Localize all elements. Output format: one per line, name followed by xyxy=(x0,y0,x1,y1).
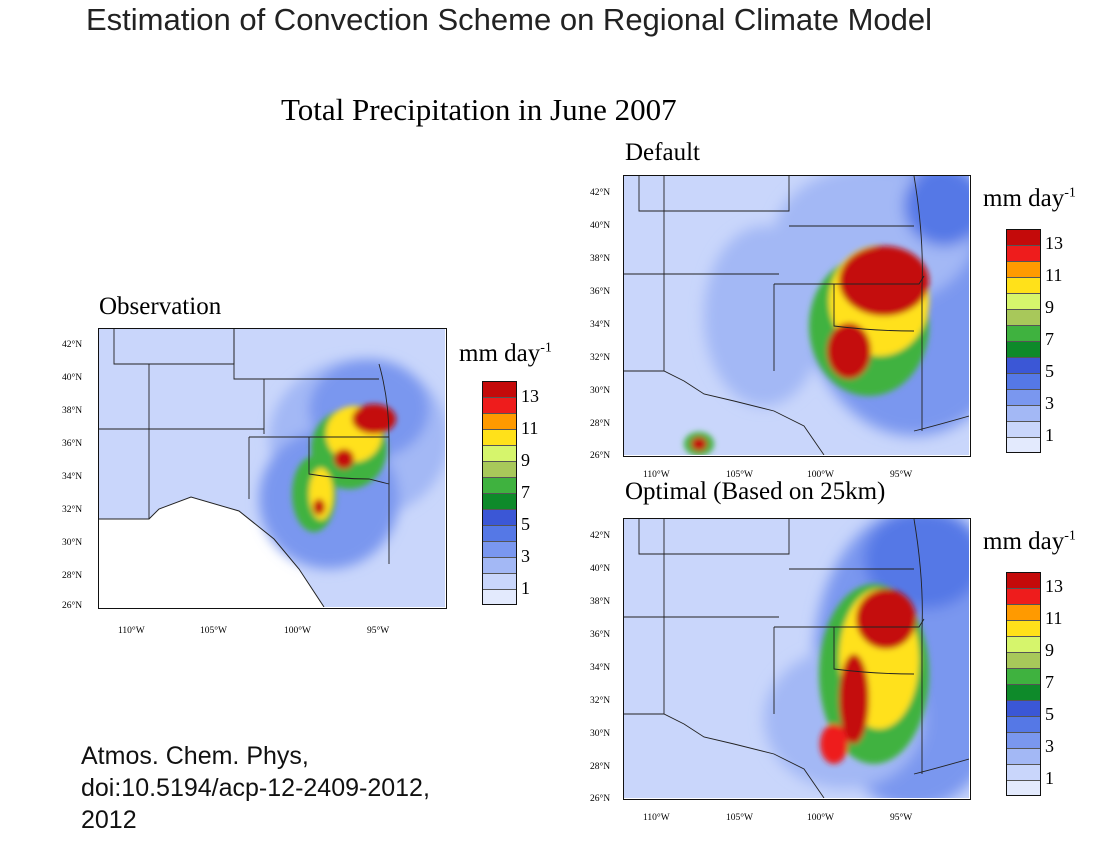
lat-tick: 28°N xyxy=(590,762,611,772)
lon-tick: 100°W xyxy=(284,626,312,636)
colorbar-label: 13 xyxy=(521,386,539,406)
colorbar-units: mm day-1 xyxy=(983,185,1076,212)
lon-tick: 95°W xyxy=(890,813,913,823)
lon-tick: 110°W xyxy=(643,470,670,480)
citation: Atmos. Chem. Phys, doi:10.5194/acp-12-24… xyxy=(81,740,430,836)
colorbar-label: 3 xyxy=(1045,393,1054,413)
lat-tick: 26°N xyxy=(62,601,83,611)
lon-tick: 95°W xyxy=(367,626,390,636)
lat-tick: 36°N xyxy=(590,630,611,640)
lon-tick: 105°W xyxy=(726,813,754,823)
colorbar-label: 11 xyxy=(1045,265,1063,285)
lat-tick: 32°N xyxy=(590,696,611,706)
lat-tick: 26°N xyxy=(590,794,611,804)
citation-line: 2012 xyxy=(81,806,137,834)
lat-tick: 40°N xyxy=(62,373,83,383)
colorbar-label: 5 xyxy=(1045,704,1054,724)
lat-tick: 30°N xyxy=(590,386,611,396)
optimal-panel-title: Optimal (Based on 25km) xyxy=(625,478,886,505)
lon-tick: 100°W xyxy=(807,470,835,480)
lat-tick: 38°N xyxy=(62,406,83,416)
colorbar-label: 3 xyxy=(1045,736,1054,756)
lat-tick: 36°N xyxy=(62,439,83,449)
lat-tick: 42°N xyxy=(590,531,611,541)
lat-tick: 34°N xyxy=(590,663,611,673)
colorbar-label: 7 xyxy=(1045,672,1054,692)
lat-tick: 42°N xyxy=(590,188,611,198)
lon-tick: 110°W xyxy=(118,626,145,636)
lon-tick: 100°W xyxy=(807,813,835,823)
colorbar-label: 13 xyxy=(1045,233,1063,253)
lat-tick: 32°N xyxy=(62,505,83,515)
lat-tick: 40°N xyxy=(590,221,611,231)
colorbar-label: 9 xyxy=(1045,640,1054,660)
lon-tick: 105°W xyxy=(200,626,228,636)
colorbar-optimal xyxy=(1006,572,1041,796)
colorbar-label: 9 xyxy=(521,450,530,470)
lat-tick: 28°N xyxy=(62,571,83,581)
lat-tick: 34°N xyxy=(590,320,611,330)
lat-tick: 38°N xyxy=(590,597,611,607)
figure-title: Total Precipitation in June 2007 xyxy=(281,92,677,127)
lat-tick: 34°N xyxy=(62,472,83,482)
slide-title: Estimation of Convection Scheme on Regio… xyxy=(86,2,933,37)
observation-map xyxy=(98,328,447,609)
colorbar-units: mm day-1 xyxy=(983,528,1076,555)
colorbar-label: 5 xyxy=(521,514,530,534)
colorbar-label: 1 xyxy=(521,578,530,598)
citation-line: doi:10.5194/acp-12-2409-2012, xyxy=(81,774,430,802)
lat-tick: 30°N xyxy=(62,538,83,548)
colorbar-label: 5 xyxy=(1045,361,1054,381)
lat-tick: 32°N xyxy=(590,353,611,363)
colorbar-default xyxy=(1006,229,1041,453)
default-panel-title: Default xyxy=(625,139,700,166)
lat-tick: 30°N xyxy=(590,729,611,739)
citation-line: Atmos. Chem. Phys, xyxy=(81,742,309,770)
lat-tick: 26°N xyxy=(590,451,611,461)
colorbar-label: 7 xyxy=(1045,329,1054,349)
colorbar-label: 11 xyxy=(521,418,539,438)
lat-tick: 38°N xyxy=(590,254,611,264)
colorbar-label: 1 xyxy=(1045,425,1054,445)
default-map xyxy=(623,175,971,457)
lat-tick: 28°N xyxy=(590,419,611,429)
lat-tick: 36°N xyxy=(590,287,611,297)
colorbar-label: 1 xyxy=(1045,768,1054,788)
colorbar-label: 13 xyxy=(1045,576,1063,596)
colorbar-label: 9 xyxy=(1045,297,1054,317)
observation-panel-title: Observation xyxy=(99,293,222,320)
optimal-map xyxy=(623,518,971,800)
lat-tick: 42°N xyxy=(62,340,83,350)
lat-tick: 40°N xyxy=(590,564,611,574)
lon-tick: 110°W xyxy=(643,813,670,823)
colorbar-label: 11 xyxy=(1045,608,1063,628)
colorbar-label: 3 xyxy=(521,546,530,566)
colorbar-label: 7 xyxy=(521,482,530,502)
colorbar-units: mm day-1 xyxy=(459,340,552,367)
lon-tick: 95°W xyxy=(890,470,913,480)
lon-tick: 105°W xyxy=(726,470,754,480)
colorbar-observation xyxy=(482,381,517,605)
